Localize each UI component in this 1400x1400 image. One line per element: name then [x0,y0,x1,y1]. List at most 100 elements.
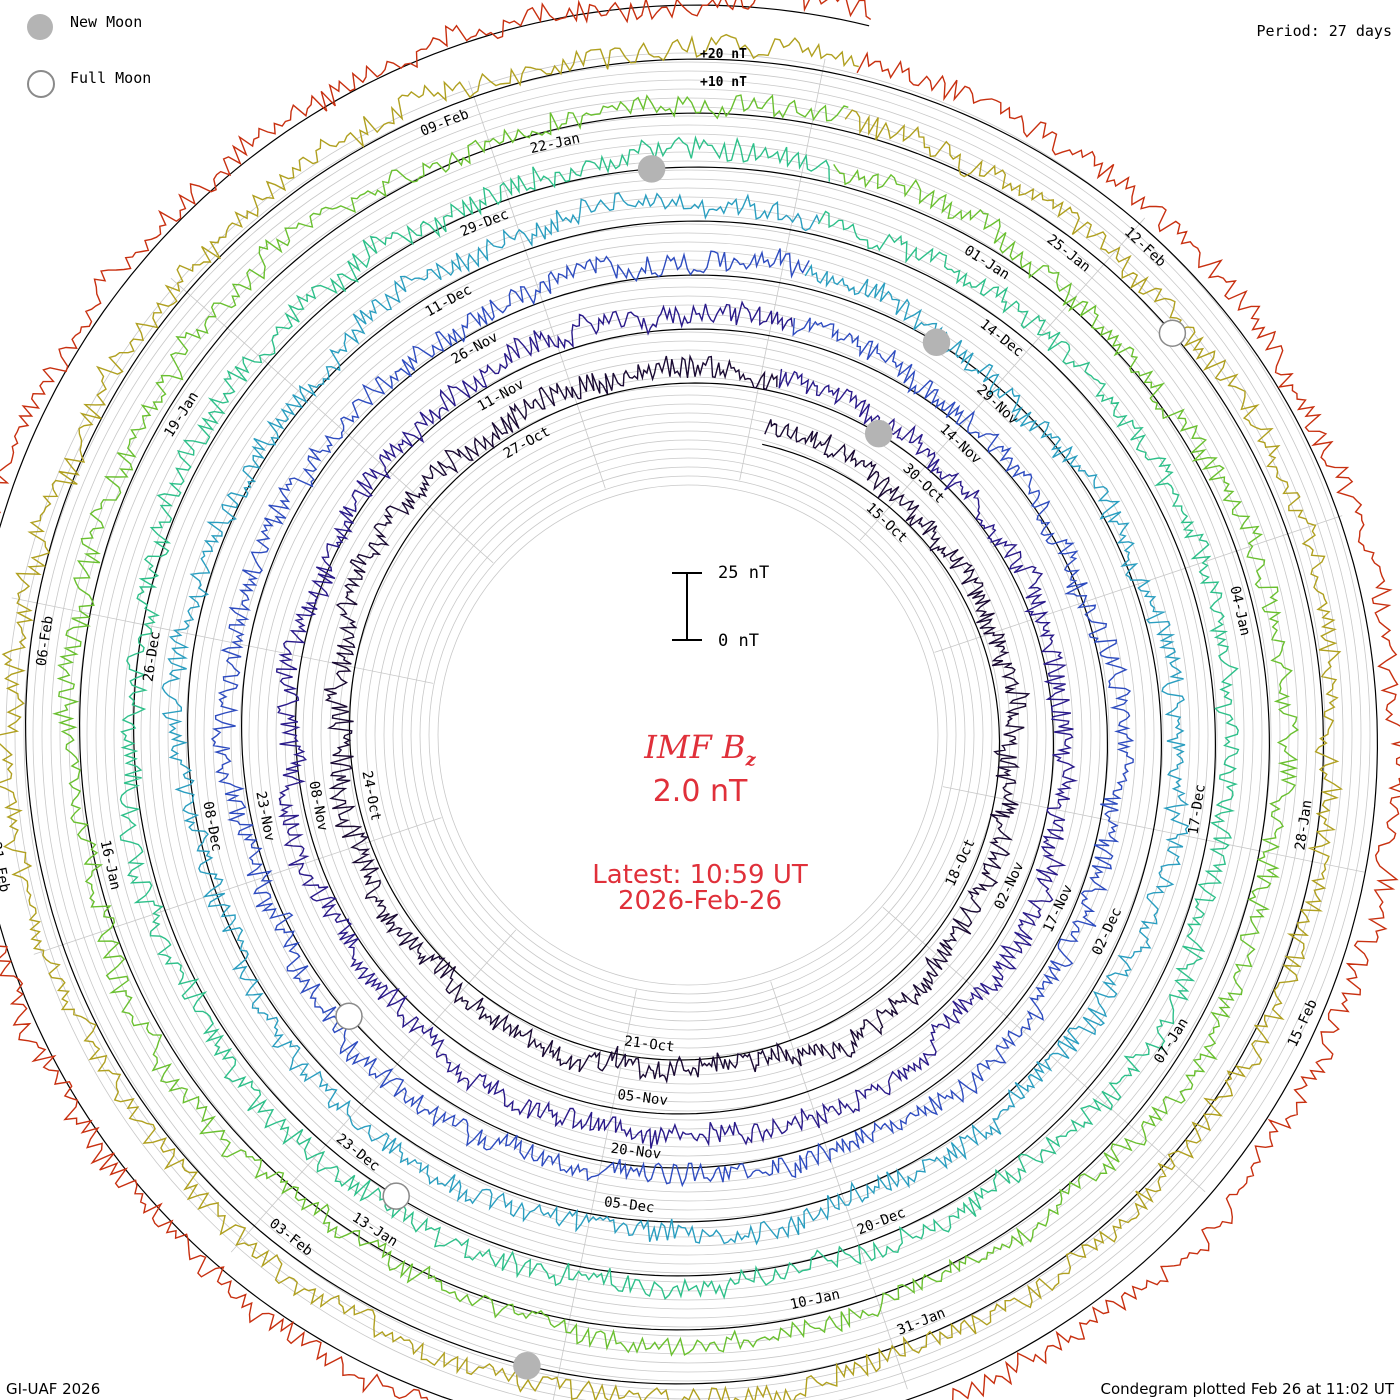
grid-ring [122,169,1254,1301]
grid-ring [311,358,1065,1112]
latest-date: 2026-Feb-26 [617,886,783,916]
date-label: 03-Feb [266,1216,316,1260]
credit-right: Condegram plotted Feb 26 at 11:02 UT [1100,1380,1394,1398]
grid-spoke [770,981,908,1390]
new-moon-marker [864,419,893,448]
date-label: 14-Nov [936,421,984,467]
grid-ring [203,250,1173,1220]
grid-ring [113,160,1263,1310]
date-label: 15-Oct [863,500,911,546]
rotation-trace [210,248,1135,1188]
new-moon-marker [513,1352,541,1380]
moon-layer [335,155,1187,1380]
date-label: 28-Jan [1292,799,1315,851]
date-label: 26-Dec [141,630,164,682]
grid-spoke [739,58,826,481]
date-label: 29-Nov [973,382,1021,428]
chart-title-main: IMF B [644,728,746,766]
grid-ring [266,313,1110,1157]
grid-ring [374,421,1002,1049]
grid-ring [185,232,1191,1238]
ring-scale-label-20: +20 nT [700,47,747,62]
grid-spoke [859,217,1146,541]
grid-ring [194,241,1182,1229]
chart-title-subscript: z [745,749,756,771]
grid-spoke [230,929,517,1253]
date-label: 21-Oct [623,1033,675,1055]
rotation-trace [161,192,1190,1246]
date-label: 23-Dec [333,1131,383,1175]
full-moon-marker [1158,319,1187,347]
scale-bar-top-label: 25 nT [718,563,770,583]
latest-time: Latest: 10:59 UT [592,860,808,890]
full-moon-label: Full Moon [70,69,152,87]
current-value: 2.0 nT [652,774,748,809]
period-label: Period: 27 days [1256,22,1392,40]
full-moon-marker [335,1002,363,1030]
scale-bar-bottom-label: 0 nT [718,631,759,651]
grid-ring [77,124,1299,1346]
grid-ring [5,52,1371,1400]
grid-ring [104,151,1272,1319]
rotation-trace [0,33,1344,1400]
date-label: 17-Dec [1186,783,1209,835]
grid-spoke [170,277,494,564]
date-label: 25-Jan [1044,232,1094,276]
grid-ring [437,484,939,986]
chart-title: IMF Bz [0,728,1400,770]
full-moon-marker [382,1182,410,1210]
rotation-trace [275,300,1079,1149]
new-moon-marker [637,155,666,183]
grid-ring [428,475,948,995]
grid-ring [14,61,1362,1400]
date-label: 14-Dec [977,316,1027,360]
full-moon-icon [27,70,55,98]
new-moon-icon [27,14,53,40]
grid-ring [392,439,984,1031]
date-label: 12-Feb [1121,224,1169,270]
grid-ring [158,205,1218,1265]
grid-ring [410,457,966,1013]
grid-ring [356,403,1020,1067]
grid-ring [383,430,993,1040]
date-label: 20-Dec [855,1205,908,1239]
grid-ring [302,349,1074,1121]
scale-bar [672,572,702,641]
grid-ring [365,412,1011,1058]
grid-spoke [882,906,1206,1193]
grid-ring [149,196,1227,1274]
date-label: 05-Dec [603,1194,655,1216]
grid-layer [0,4,1379,1400]
date-label: 19-Jan [161,389,202,440]
date-label: 20-Nov [610,1141,662,1163]
ring-scale-label-10: +10 nT [700,75,747,90]
grid-ring [131,178,1245,1292]
rotation-trace [52,94,1300,1357]
grid-ring [95,142,1281,1328]
grid-spoke [468,80,606,489]
date-label: 29-Dec [458,207,511,241]
grid-ring [239,286,1137,1184]
rotation-trace [323,354,1031,1084]
grid-ring [59,106,1317,1364]
grid-ring [401,448,975,1022]
rotation-trace [119,135,1240,1300]
date-label: 05-Nov [617,1087,669,1109]
new-moon-marker [922,328,951,357]
date-label: 09-Feb [418,106,471,140]
grid-ring [167,214,1209,1256]
date-label: 06-Feb [34,615,57,667]
date-label: 30-Oct [899,461,947,507]
grid-ring [284,331,1092,1139]
grid-ring [212,259,1164,1211]
grid-ring [320,367,1056,1103]
date-label: 15-Feb [1285,997,1321,1050]
new-moon-label: New Moon [70,13,143,31]
grid-spoke [934,515,1343,653]
grid-spoke [33,817,442,955]
grid-ring [419,466,957,1004]
grid-ring [338,385,1038,1085]
